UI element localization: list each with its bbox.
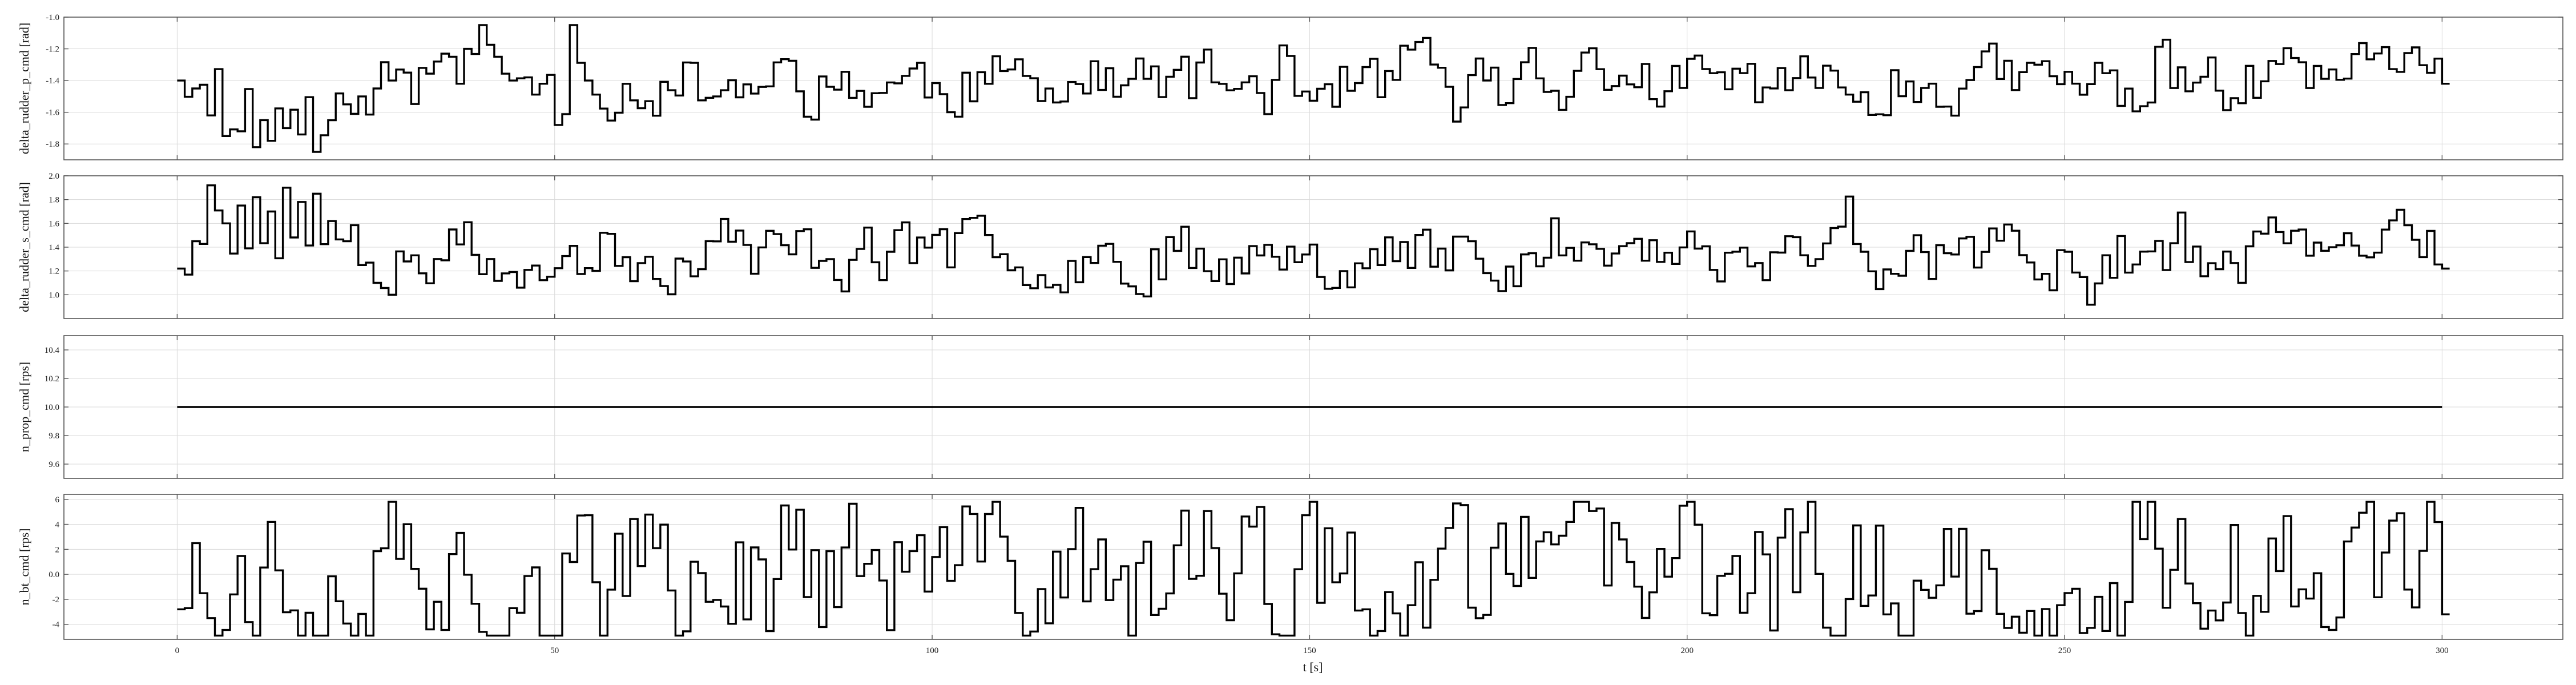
y-tick-label: 6	[55, 495, 60, 505]
y-tick-label: 2	[55, 545, 60, 554]
panel-3: 9.6 9.8 10.0 10.2 10.4 n_prop_cmd [rps]	[17, 335, 2563, 479]
panel-2: 1.0 1.2 1.4 1.6 1.8 2.0 delta_rudder_s_cmd [ra…	[17, 172, 2563, 319]
x-tick-label: 50	[550, 646, 559, 655]
series-line-1	[177, 24, 2450, 153]
y-tick-label: -2	[53, 595, 60, 605]
chart-panels: -1.8 -1.6 -1.4 -1.2 -1.0 delta_rudder_p_cmd […	[17, 13, 2563, 640]
y-tick-label: 10.2	[45, 374, 59, 384]
y-tick-label: -4	[53, 620, 60, 630]
y-axis-label: n_bt_cmd [rps]	[17, 528, 31, 605]
y-tick-label: -1.2	[46, 45, 59, 54]
y-tick-label: 10.0	[45, 403, 59, 412]
y-tick-label: -1.0	[46, 13, 59, 22]
y-tick-label: 0.0	[49, 570, 59, 579]
panel-frame	[63, 494, 2563, 640]
y-tick-label: -1.4	[46, 76, 59, 86]
x-tick-label: 0	[175, 646, 180, 655]
y-tick-label: 10.4	[45, 346, 60, 355]
series-line-2	[177, 184, 2450, 306]
series-line-4	[177, 501, 2450, 637]
panel-1: -1.8 -1.6 -1.4 -1.2 -1.0 delta_rudder_p_cmd […	[17, 13, 2563, 160]
y-tick-label: 1.8	[49, 196, 59, 205]
panel-frame	[63, 335, 2563, 479]
x-tick-label: 100	[926, 646, 939, 655]
x-axis-label: t [s]	[1303, 660, 1323, 674]
y-tick-label: 1.0	[49, 291, 59, 300]
y-tick-label: 1.4	[49, 243, 59, 252]
y-tick-label: 4	[55, 521, 60, 530]
y-tick-label: 1.6	[49, 219, 59, 228]
x-tick-label: 200	[1680, 646, 1694, 655]
y-axis-label: delta_rudder_s_cmd [rad]	[17, 182, 31, 312]
y-axis-label: delta_rudder_p_cmd [rad]	[17, 23, 31, 154]
shared-x-axis: 0 50 100 150 200 250 300	[175, 646, 2449, 655]
x-tick-label: 300	[2436, 646, 2449, 655]
panel-4: -4 -2 0.0 2 4 6 n_bt_cmd [rps]	[17, 494, 2563, 640]
y-tick-label: 9.6	[49, 460, 59, 469]
x-tick-label: 250	[2058, 646, 2071, 655]
y-tick-label: 1.2	[49, 267, 59, 276]
panel-frame	[63, 175, 2563, 319]
x-tick-label: 150	[1303, 646, 1316, 655]
y-tick-label: 2.0	[49, 172, 59, 181]
y-tick-label: -1.8	[46, 140, 59, 149]
y-axis-label: n_prop_cmd [rps]	[17, 362, 31, 452]
panel-frame	[63, 17, 2563, 160]
y-tick-label: 9.8	[49, 432, 59, 441]
y-tick-label: -1.6	[46, 108, 59, 118]
